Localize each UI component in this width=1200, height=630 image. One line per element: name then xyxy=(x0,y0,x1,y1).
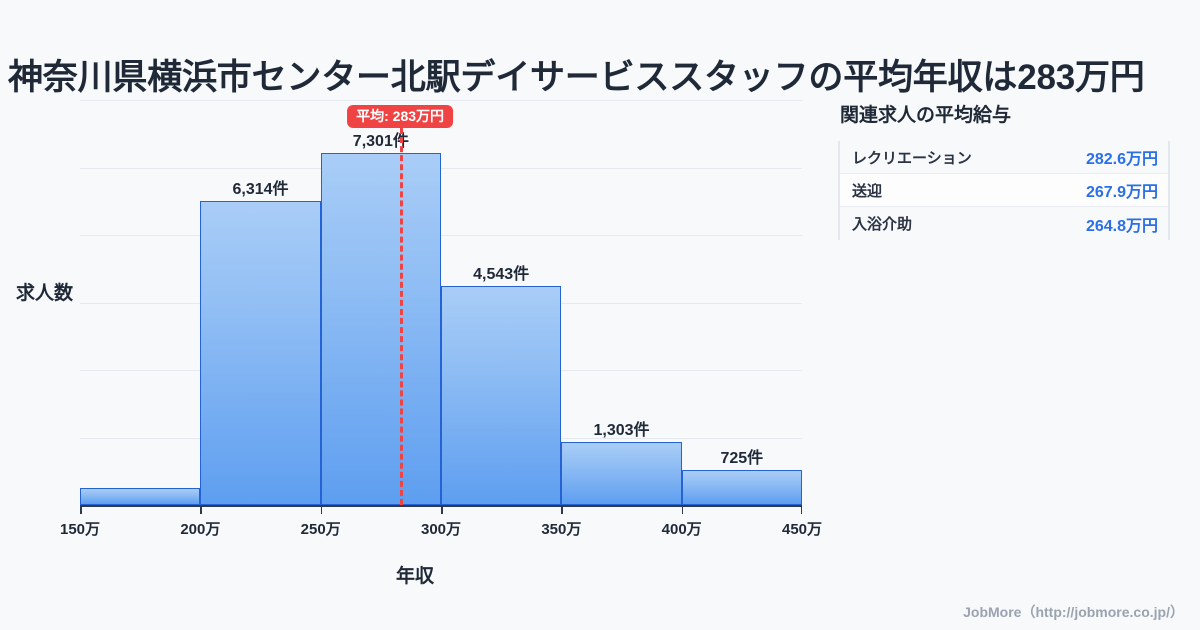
salary-row-name: レクリエーション xyxy=(852,149,972,167)
x-axis-tick xyxy=(320,505,323,514)
salary-row-value: 282.6万円 xyxy=(1085,151,1158,168)
gridline xyxy=(80,235,802,236)
x-axis-tick-label: 400万 xyxy=(661,521,702,538)
page-title: 神奈川県横浜市センター北駅デイサービススタッフの平均年収は283万円 xyxy=(8,58,1145,98)
x-axis-tick-label: 350万 xyxy=(541,521,582,538)
histogram-bar xyxy=(80,488,201,505)
histogram-bar xyxy=(441,285,562,505)
histogram-bar xyxy=(561,442,682,505)
bar-value-label: 725件 xyxy=(720,450,764,468)
average-line xyxy=(400,128,404,505)
x-axis-tick xyxy=(80,505,82,514)
salary-row-value: 264.8万円 xyxy=(1085,217,1158,235)
x-axis-tick-label: 450万 xyxy=(781,521,823,538)
average-badge: 平均: 283万円 xyxy=(347,105,454,128)
histogram-bar xyxy=(200,200,321,505)
x-axis-title: 年収 xyxy=(395,566,434,587)
bar-value-label: 7,301件 xyxy=(352,132,409,150)
gridline xyxy=(80,167,802,169)
related-salary-panel: 関連求人の平均給与 レクリエーション 282.6万円送迎 267.9万円入浴介助 26… xyxy=(838,100,1170,240)
salary-table-row: レクリエーション 282.6万円 xyxy=(840,141,1168,174)
related-salary-table: レクリエーション 282.6万円送迎 267.9万円入浴介助 264.8万円 xyxy=(838,141,1170,240)
gridline xyxy=(80,100,802,101)
salary-table-row: 入浴介助 264.8万円 xyxy=(840,207,1168,240)
histogram-bar xyxy=(681,470,802,505)
x-axis-tick-label: 150万 xyxy=(59,521,101,538)
footer-credit: JobMore（http://jobmore.co.jp/） xyxy=(963,604,1184,620)
related-salary-title: 関連求人の平均給与 xyxy=(840,105,1012,126)
histogram-bar xyxy=(320,152,441,505)
x-axis-tick-label: 200万 xyxy=(180,521,221,538)
chart-bars: 6,314件 7,301件 4,543件 1,303件 725件 xyxy=(0,95,830,505)
x-axis-tick xyxy=(200,505,202,514)
bar-value-label: 6,314件 xyxy=(232,180,289,198)
bar-value-label: 4,543件 xyxy=(473,265,530,283)
salary-row-name: 入浴介助 xyxy=(852,216,913,233)
x-axis-tick-label: 300万 xyxy=(420,521,462,538)
x-axis-tick xyxy=(441,505,443,514)
x-axis-tick xyxy=(681,505,684,514)
salary-histogram-chart: 求人数 6,314件 7,301件 4,543件 1,303件 725件 150万 200… xyxy=(0,95,830,587)
salary-table-row: 送迎 267.9万円 xyxy=(840,174,1168,207)
x-axis-tick xyxy=(800,505,802,514)
x-axis-tick-label: 250万 xyxy=(300,521,341,538)
x-axis-tick xyxy=(561,505,563,514)
bar-value-label: 1,303件 xyxy=(593,422,650,440)
salary-row-name: 送迎 xyxy=(852,182,883,200)
y-axis-title: 求人数 xyxy=(16,283,74,304)
salary-row-value: 267.9万円 xyxy=(1085,184,1158,201)
